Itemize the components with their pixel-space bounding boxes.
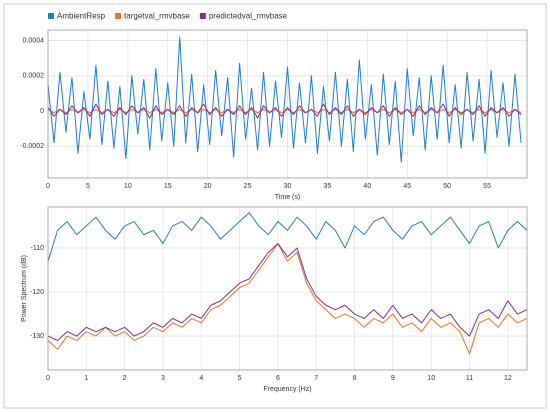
x-tick-label: 9 — [391, 375, 395, 382]
x-tick-label: 5 — [238, 375, 242, 382]
legend-label: predictedval_rmvbase — [209, 12, 288, 21]
x-tick-label: 4 — [199, 375, 203, 382]
x-tick-label: 12 — [504, 375, 512, 382]
x-tick-label: 20 — [204, 183, 212, 190]
x-tick-label: 35 — [324, 183, 332, 190]
plot-area — [48, 207, 527, 370]
y-tick-label: 0 — [40, 108, 44, 115]
x-tick-label: 11 — [466, 375, 473, 382]
series-line — [47, 36, 522, 163]
legend-label: AmbientResp — [57, 12, 106, 21]
x-axis-label: Time (s) — [275, 194, 300, 201]
x-tick-label: 50 — [443, 183, 451, 190]
legend-swatch — [48, 13, 54, 19]
series-line — [47, 243, 528, 355]
x-tick-label: 2 — [123, 375, 127, 382]
x-tick-label: 1 — [84, 375, 88, 382]
series-line — [47, 103, 522, 119]
y-tick-label: 0.0002 — [23, 73, 45, 80]
y-tick-label: -110 — [31, 245, 45, 252]
legend-swatch — [115, 13, 122, 19]
x-tick-label: 40 — [363, 183, 371, 190]
axes-box — [47, 29, 528, 179]
x-tick-label: 10 — [124, 183, 132, 190]
x-tick-label: 6 — [276, 375, 280, 382]
x-tick-label: 8 — [353, 375, 357, 382]
x-tick-label: 3 — [161, 375, 165, 382]
x-tick-label: 30 — [284, 183, 292, 190]
x-tick-label: 7 — [314, 375, 318, 382]
series-line — [47, 212, 528, 262]
legend-swatch — [199, 13, 206, 19]
legend-label: targetval_rmvbase — [124, 12, 190, 21]
y-tick-label: -0.0002 — [20, 143, 44, 150]
y-tick-label: 0.0004 — [23, 37, 45, 44]
x-tick-label: 0 — [46, 375, 50, 382]
series-line — [47, 243, 528, 341]
x-tick-label: 45 — [403, 183, 411, 190]
axes-box — [47, 206, 528, 371]
x-tick-label: 5 — [86, 183, 90, 190]
x-tick-label: 55 — [483, 183, 491, 190]
x-tick-label: 10 — [427, 375, 435, 382]
y-tick-label: -130 — [30, 333, 44, 340]
x-tick-label: 25 — [244, 183, 252, 190]
x-tick-label: 0 — [46, 183, 50, 190]
x-tick-label: 15 — [164, 183, 172, 190]
y-axis-label: Power Spectrum (dB) — [21, 255, 28, 322]
y-tick-label: -120 — [30, 289, 44, 296]
x-axis-label: Frequency (Hz) — [263, 386, 311, 393]
